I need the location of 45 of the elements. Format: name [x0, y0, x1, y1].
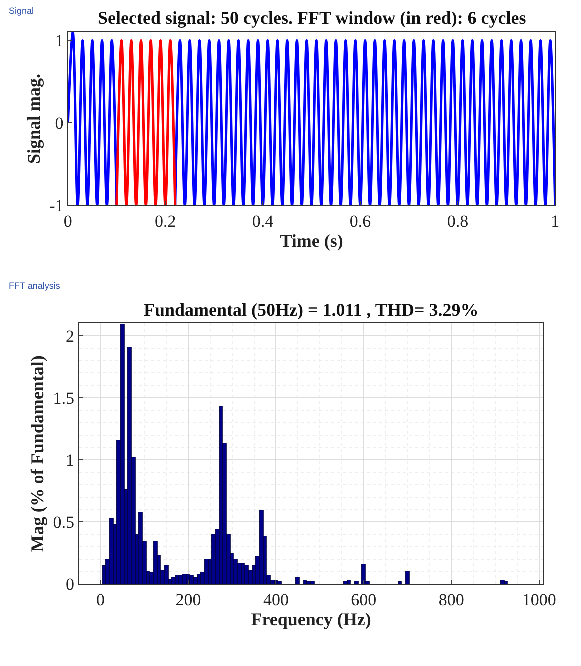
bar: [295, 577, 300, 584]
x-tick-label: 200: [176, 590, 202, 610]
bar: [259, 510, 264, 584]
text: Signal: [9, 6, 34, 16]
y-tick-label: 1.5: [53, 388, 74, 408]
chart-title: Fundamental (50Hz) = 1.011 , THD= 3.29%: [144, 300, 479, 320]
bar: [398, 581, 402, 584]
x-tick-label: 0.4: [252, 212, 274, 231]
bar: [277, 581, 282, 584]
bar: [109, 518, 114, 584]
bar: [127, 347, 132, 584]
bar: [164, 565, 169, 584]
bar: [138, 512, 143, 584]
x-tick-label: 800: [438, 590, 464, 610]
x-axis-title: Time (s): [280, 231, 344, 252]
x-tick-label: 1: [551, 212, 560, 231]
bar: [244, 565, 249, 584]
bar: [189, 575, 194, 584]
x-tick-label: 0.2: [154, 212, 176, 231]
bar: [347, 580, 351, 584]
y-tick-label: 0: [66, 575, 74, 594]
bar: [405, 571, 410, 584]
y-tick-label: -1: [50, 196, 64, 216]
text: FFT analysis: [9, 281, 61, 291]
chart-title: Selected signal: 50 cycles. FFT window (in red): 6 cycles: [98, 8, 526, 28]
y-tick-label: 2: [66, 326, 74, 346]
bar: [504, 581, 508, 584]
y-tick-label: 0.5: [53, 513, 74, 532]
bar: [500, 580, 505, 584]
x-tick-label: 600: [351, 590, 377, 610]
y-tick-label: 1: [66, 451, 74, 470]
y-axis-title: Signal mag.: [24, 74, 44, 164]
y-tick-label: 0: [55, 114, 64, 134]
bar: [153, 541, 158, 584]
y-tick-label: 1: [55, 32, 64, 51]
x-tick-label: 0: [96, 590, 106, 610]
x-tick-label: 0.8: [447, 212, 469, 231]
x-tick-label: 0.6: [350, 212, 372, 231]
x-axis-title: Frequency (Hz): [251, 610, 372, 630]
bar: [310, 581, 315, 584]
x-tick-label: 400: [263, 590, 289, 610]
bar: [361, 564, 366, 584]
bar: [354, 581, 359, 584]
x-tick-label: 1000: [522, 590, 556, 610]
y-axis-title: Mag (% of Fundamental): [27, 356, 48, 552]
